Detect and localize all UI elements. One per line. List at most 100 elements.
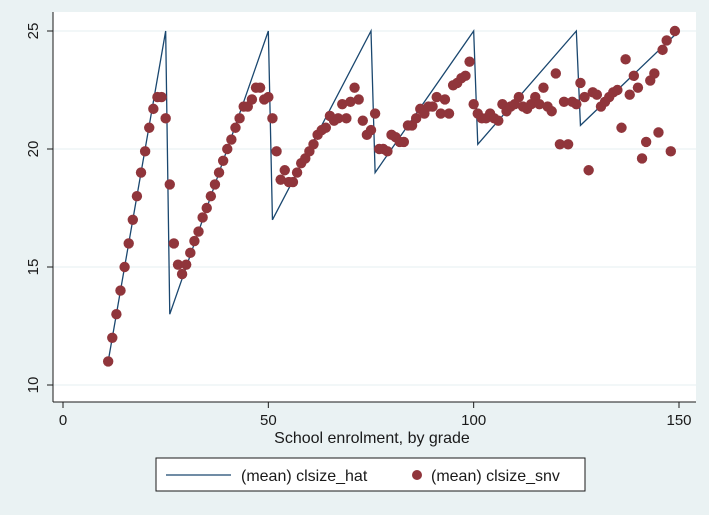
data-point xyxy=(135,167,147,178)
data-point xyxy=(665,146,676,157)
data-point xyxy=(640,136,652,148)
data-point xyxy=(189,235,200,247)
data-point xyxy=(579,91,590,103)
legend: (mean) clsize_hat (mean) clsize_snv xyxy=(155,457,586,492)
data-point xyxy=(217,155,229,166)
data-point xyxy=(460,70,471,82)
data-point xyxy=(205,191,217,202)
data-point xyxy=(197,212,208,223)
data-point xyxy=(160,113,171,124)
data-point xyxy=(131,191,143,202)
data-point xyxy=(287,176,299,188)
data-point xyxy=(562,139,574,150)
data-point xyxy=(575,77,586,89)
data-point xyxy=(513,91,525,103)
data-point xyxy=(139,146,151,157)
line-series xyxy=(107,28,680,362)
data-point xyxy=(583,165,594,176)
data-point xyxy=(468,98,479,110)
data-point xyxy=(657,44,668,56)
data-point xyxy=(332,113,344,124)
data-point xyxy=(410,113,422,124)
data-point xyxy=(119,261,130,273)
data-point xyxy=(398,136,410,148)
data-point xyxy=(435,108,447,119)
data-point xyxy=(148,103,159,115)
data-point xyxy=(427,101,438,112)
data-point xyxy=(612,84,623,96)
data-point xyxy=(620,54,631,65)
data-point xyxy=(661,35,672,46)
x-axis-title: School enrolment, by grade xyxy=(274,430,470,447)
data-point xyxy=(353,94,364,105)
data-point xyxy=(271,146,282,157)
data-point xyxy=(172,259,184,270)
data-point xyxy=(144,122,155,133)
x-tick-label: 50 xyxy=(260,412,277,429)
data-point xyxy=(349,82,360,93)
data-point xyxy=(534,98,545,110)
data-point xyxy=(653,127,664,138)
data-point xyxy=(164,179,175,190)
data-point xyxy=(127,214,139,225)
data-point xyxy=(230,122,241,133)
data-point xyxy=(181,259,192,270)
data-point xyxy=(538,82,549,93)
data-point xyxy=(558,96,570,108)
data-point xyxy=(275,174,286,185)
data-point xyxy=(168,238,180,249)
data-point xyxy=(554,139,566,150)
data-point xyxy=(571,98,582,110)
x-tick-label: 0 xyxy=(59,412,67,429)
data-point xyxy=(345,96,356,108)
data-point xyxy=(308,139,319,150)
data-point xyxy=(291,167,303,178)
data-point xyxy=(357,115,368,126)
data-point xyxy=(669,25,681,37)
x-tick-label: 150 xyxy=(666,412,691,429)
data-point xyxy=(176,268,188,280)
data-point xyxy=(111,309,122,320)
series-line-clsize-hat xyxy=(107,28,680,362)
data-point xyxy=(201,202,212,214)
data-point xyxy=(267,113,278,124)
legend-marker-swatch xyxy=(412,470,422,480)
data-point xyxy=(213,167,225,178)
data-point xyxy=(102,356,114,367)
data-point xyxy=(443,108,455,119)
y-tick-label: 15 xyxy=(25,259,42,276)
data-point xyxy=(369,108,381,119)
data-point xyxy=(382,146,393,157)
data-point xyxy=(464,56,475,67)
data-point xyxy=(115,285,126,296)
data-point xyxy=(107,332,118,343)
data-point xyxy=(439,94,451,105)
data-point xyxy=(185,247,196,259)
data-point xyxy=(431,91,442,103)
data-point xyxy=(193,226,204,237)
plot-area xyxy=(53,12,696,402)
legend-label-line: (mean) clsize_hat xyxy=(241,468,368,485)
y-tick-label: 10 xyxy=(25,377,42,394)
data-point xyxy=(341,113,352,124)
y-tick-label: 20 xyxy=(25,141,42,158)
data-point xyxy=(337,98,348,110)
legend-label-marker: (mean) clsize_snv xyxy=(431,468,560,485)
data-point xyxy=(624,89,635,100)
y-tick-label: 25 xyxy=(25,23,42,40)
data-point xyxy=(263,91,274,103)
data-point xyxy=(254,82,266,93)
data-point xyxy=(320,122,332,133)
data-point xyxy=(628,70,640,82)
axes: 10 15 20 25 0 50 100 150 xyxy=(25,12,696,429)
data-point xyxy=(493,115,504,126)
x-tick-label: 100 xyxy=(461,412,486,429)
data-point xyxy=(156,91,167,103)
data-point xyxy=(632,82,644,93)
data-point xyxy=(649,68,660,79)
data-point xyxy=(246,94,258,105)
data-point xyxy=(546,106,557,117)
data-point xyxy=(234,113,245,124)
data-point xyxy=(591,89,603,100)
